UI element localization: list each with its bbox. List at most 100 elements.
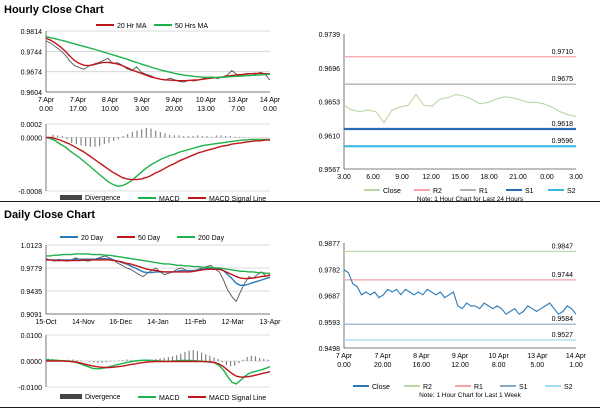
y-tick-label: 0.9696 bbox=[319, 66, 341, 73]
level-label-r2: 0.9847 bbox=[552, 243, 574, 250]
x-tick-label: 12.00 bbox=[451, 362, 469, 369]
legend-item: R1 bbox=[479, 188, 488, 195]
close-line bbox=[343, 93, 577, 124]
legend-item: 50 Hrs MA bbox=[175, 23, 208, 30]
x-tick-label: 20.00 bbox=[165, 106, 183, 113]
x-tick-label: 9 Apr bbox=[134, 97, 151, 104]
chart-note: Note: 1 Hour Chart for Last 1 Week bbox=[419, 392, 522, 399]
x-tick-label: 13.00 bbox=[197, 106, 215, 113]
x-tick-label: 3.00 bbox=[135, 106, 149, 113]
x-tick-label: 7 Apr bbox=[70, 97, 87, 104]
level-label-s1: 0.9618 bbox=[552, 121, 574, 128]
x-tick-label: 10 Apr bbox=[196, 97, 217, 104]
macd-signal-line bbox=[46, 136, 270, 181]
bottom-divider bbox=[0, 407, 600, 408]
chart-note: Note: 1 Hour Chart for Last 24 Hours bbox=[417, 196, 524, 203]
x-tick-label: 0.00 bbox=[540, 174, 554, 181]
x-tick-label: 16.00 bbox=[413, 362, 431, 369]
series-line-50-day bbox=[46, 259, 271, 280]
x-tick-label: 8 Apr bbox=[413, 353, 430, 360]
legend-item: Close bbox=[372, 384, 390, 391]
y-tick-label: 1.0123 bbox=[21, 243, 43, 250]
legend-divergence-swatch bbox=[60, 195, 82, 200]
macd-line bbox=[45, 136, 270, 188]
x-tick-label: 7 Apr bbox=[374, 353, 391, 360]
level-label-r1: 0.9675 bbox=[552, 76, 574, 83]
legend-item: S1 bbox=[519, 384, 528, 391]
x-tick-label: 12.00 bbox=[422, 174, 440, 181]
legend-item: 20 Day bbox=[81, 235, 104, 242]
series-line-50-hrs-ma bbox=[45, 35, 271, 79]
y-tick-label: 0.9687 bbox=[319, 294, 341, 301]
x-tick-label: 14 Apr bbox=[566, 353, 587, 360]
y-tick-label: 0.9674 bbox=[21, 70, 43, 77]
legend-item: S1 bbox=[525, 188, 534, 195]
y-tick-label: -0.0008 bbox=[18, 189, 42, 196]
x-tick-label: 8 Apr bbox=[102, 97, 119, 104]
series-line-20-day bbox=[46, 257, 271, 286]
section-divider bbox=[0, 201, 600, 202]
y-tick-label: 0.9653 bbox=[319, 100, 341, 107]
y-tick-label: 0.9604 bbox=[21, 90, 43, 97]
y-tick-label: 0.9435 bbox=[21, 289, 43, 296]
y-tick-label: 0.0002 bbox=[21, 122, 43, 129]
x-tick-label: 7.00 bbox=[231, 106, 245, 113]
y-tick-label: 0.9498 bbox=[319, 346, 341, 353]
legend-item: R1 bbox=[474, 384, 483, 391]
x-tick-label: 3.00 bbox=[569, 174, 583, 181]
legend-item: MACD bbox=[159, 196, 180, 203]
x-tick-label: 9.00 bbox=[395, 174, 409, 181]
x-tick-label: 9 Apr bbox=[452, 353, 469, 360]
y-tick-label: 0.9567 bbox=[319, 167, 341, 174]
x-tick-label: 0.00 bbox=[337, 362, 351, 369]
x-tick-label: 10 Apr bbox=[489, 353, 510, 360]
y-tick-label: 0.9610 bbox=[319, 133, 341, 140]
legend-item: Divergence bbox=[85, 394, 121, 401]
x-tick-label: 9 Apr bbox=[166, 97, 183, 104]
y-tick-label: 0.0100 bbox=[21, 333, 43, 340]
x-tick-label: 15.00 bbox=[451, 174, 469, 181]
legend-item: 50 Day bbox=[138, 235, 161, 242]
series-line-20-hr-ma bbox=[45, 37, 271, 82]
legend-item: 200 Day bbox=[198, 235, 225, 242]
x-tick-label: 1.00 bbox=[569, 362, 583, 369]
legend-item: 20 Hr MA bbox=[117, 23, 147, 30]
x-tick-label: 6.00 bbox=[366, 174, 380, 181]
legend-item: S2 bbox=[564, 384, 573, 391]
level-label-s1: 0.9584 bbox=[552, 316, 574, 323]
series-line-200-day bbox=[46, 253, 270, 274]
x-tick-label: 21.00 bbox=[509, 174, 527, 181]
x-tick-label: 13 Apr bbox=[527, 353, 548, 360]
legend-item: MACD Signal Line bbox=[209, 395, 266, 402]
x-tick-label: 5.00 bbox=[531, 362, 545, 369]
y-tick-label: 0.9814 bbox=[21, 29, 43, 36]
y-tick-label: -0.0100 bbox=[18, 385, 42, 392]
y-tick-label: 0.9091 bbox=[21, 312, 43, 319]
legend-item: R2 bbox=[423, 384, 432, 391]
legend-divergence-swatch bbox=[60, 394, 82, 399]
x-tick-label: 16-Dec bbox=[109, 319, 132, 326]
y-tick-label: 0.0000 bbox=[21, 135, 43, 142]
y-tick-label: 0.9739 bbox=[319, 32, 341, 39]
x-tick-label: 13-Apr bbox=[259, 319, 281, 326]
x-tick-label: 20.00 bbox=[374, 362, 392, 369]
close-line bbox=[343, 269, 577, 315]
y-tick-label: 0.9744 bbox=[21, 49, 43, 56]
y-tick-label: 0.9782 bbox=[319, 267, 341, 274]
x-tick-label: 0.00 bbox=[263, 106, 277, 113]
level-label-r1: 0.9744 bbox=[552, 272, 574, 279]
hourly-section-title: Hourly Close Chart bbox=[4, 4, 104, 16]
legend-item: S2 bbox=[567, 188, 576, 195]
x-tick-label: 14-Jan bbox=[147, 319, 169, 326]
x-tick-label: 3.00 bbox=[337, 174, 351, 181]
legend-item: R2 bbox=[433, 188, 442, 195]
y-tick-label: 0.9877 bbox=[319, 241, 341, 248]
x-tick-label: 0.00 bbox=[39, 106, 53, 113]
legend-item: MACD Signal Line bbox=[209, 196, 266, 203]
x-tick-label: 17.00 bbox=[69, 106, 87, 113]
y-tick-label: 0.9779 bbox=[21, 266, 43, 273]
x-tick-label: 15-Oct bbox=[35, 319, 56, 326]
